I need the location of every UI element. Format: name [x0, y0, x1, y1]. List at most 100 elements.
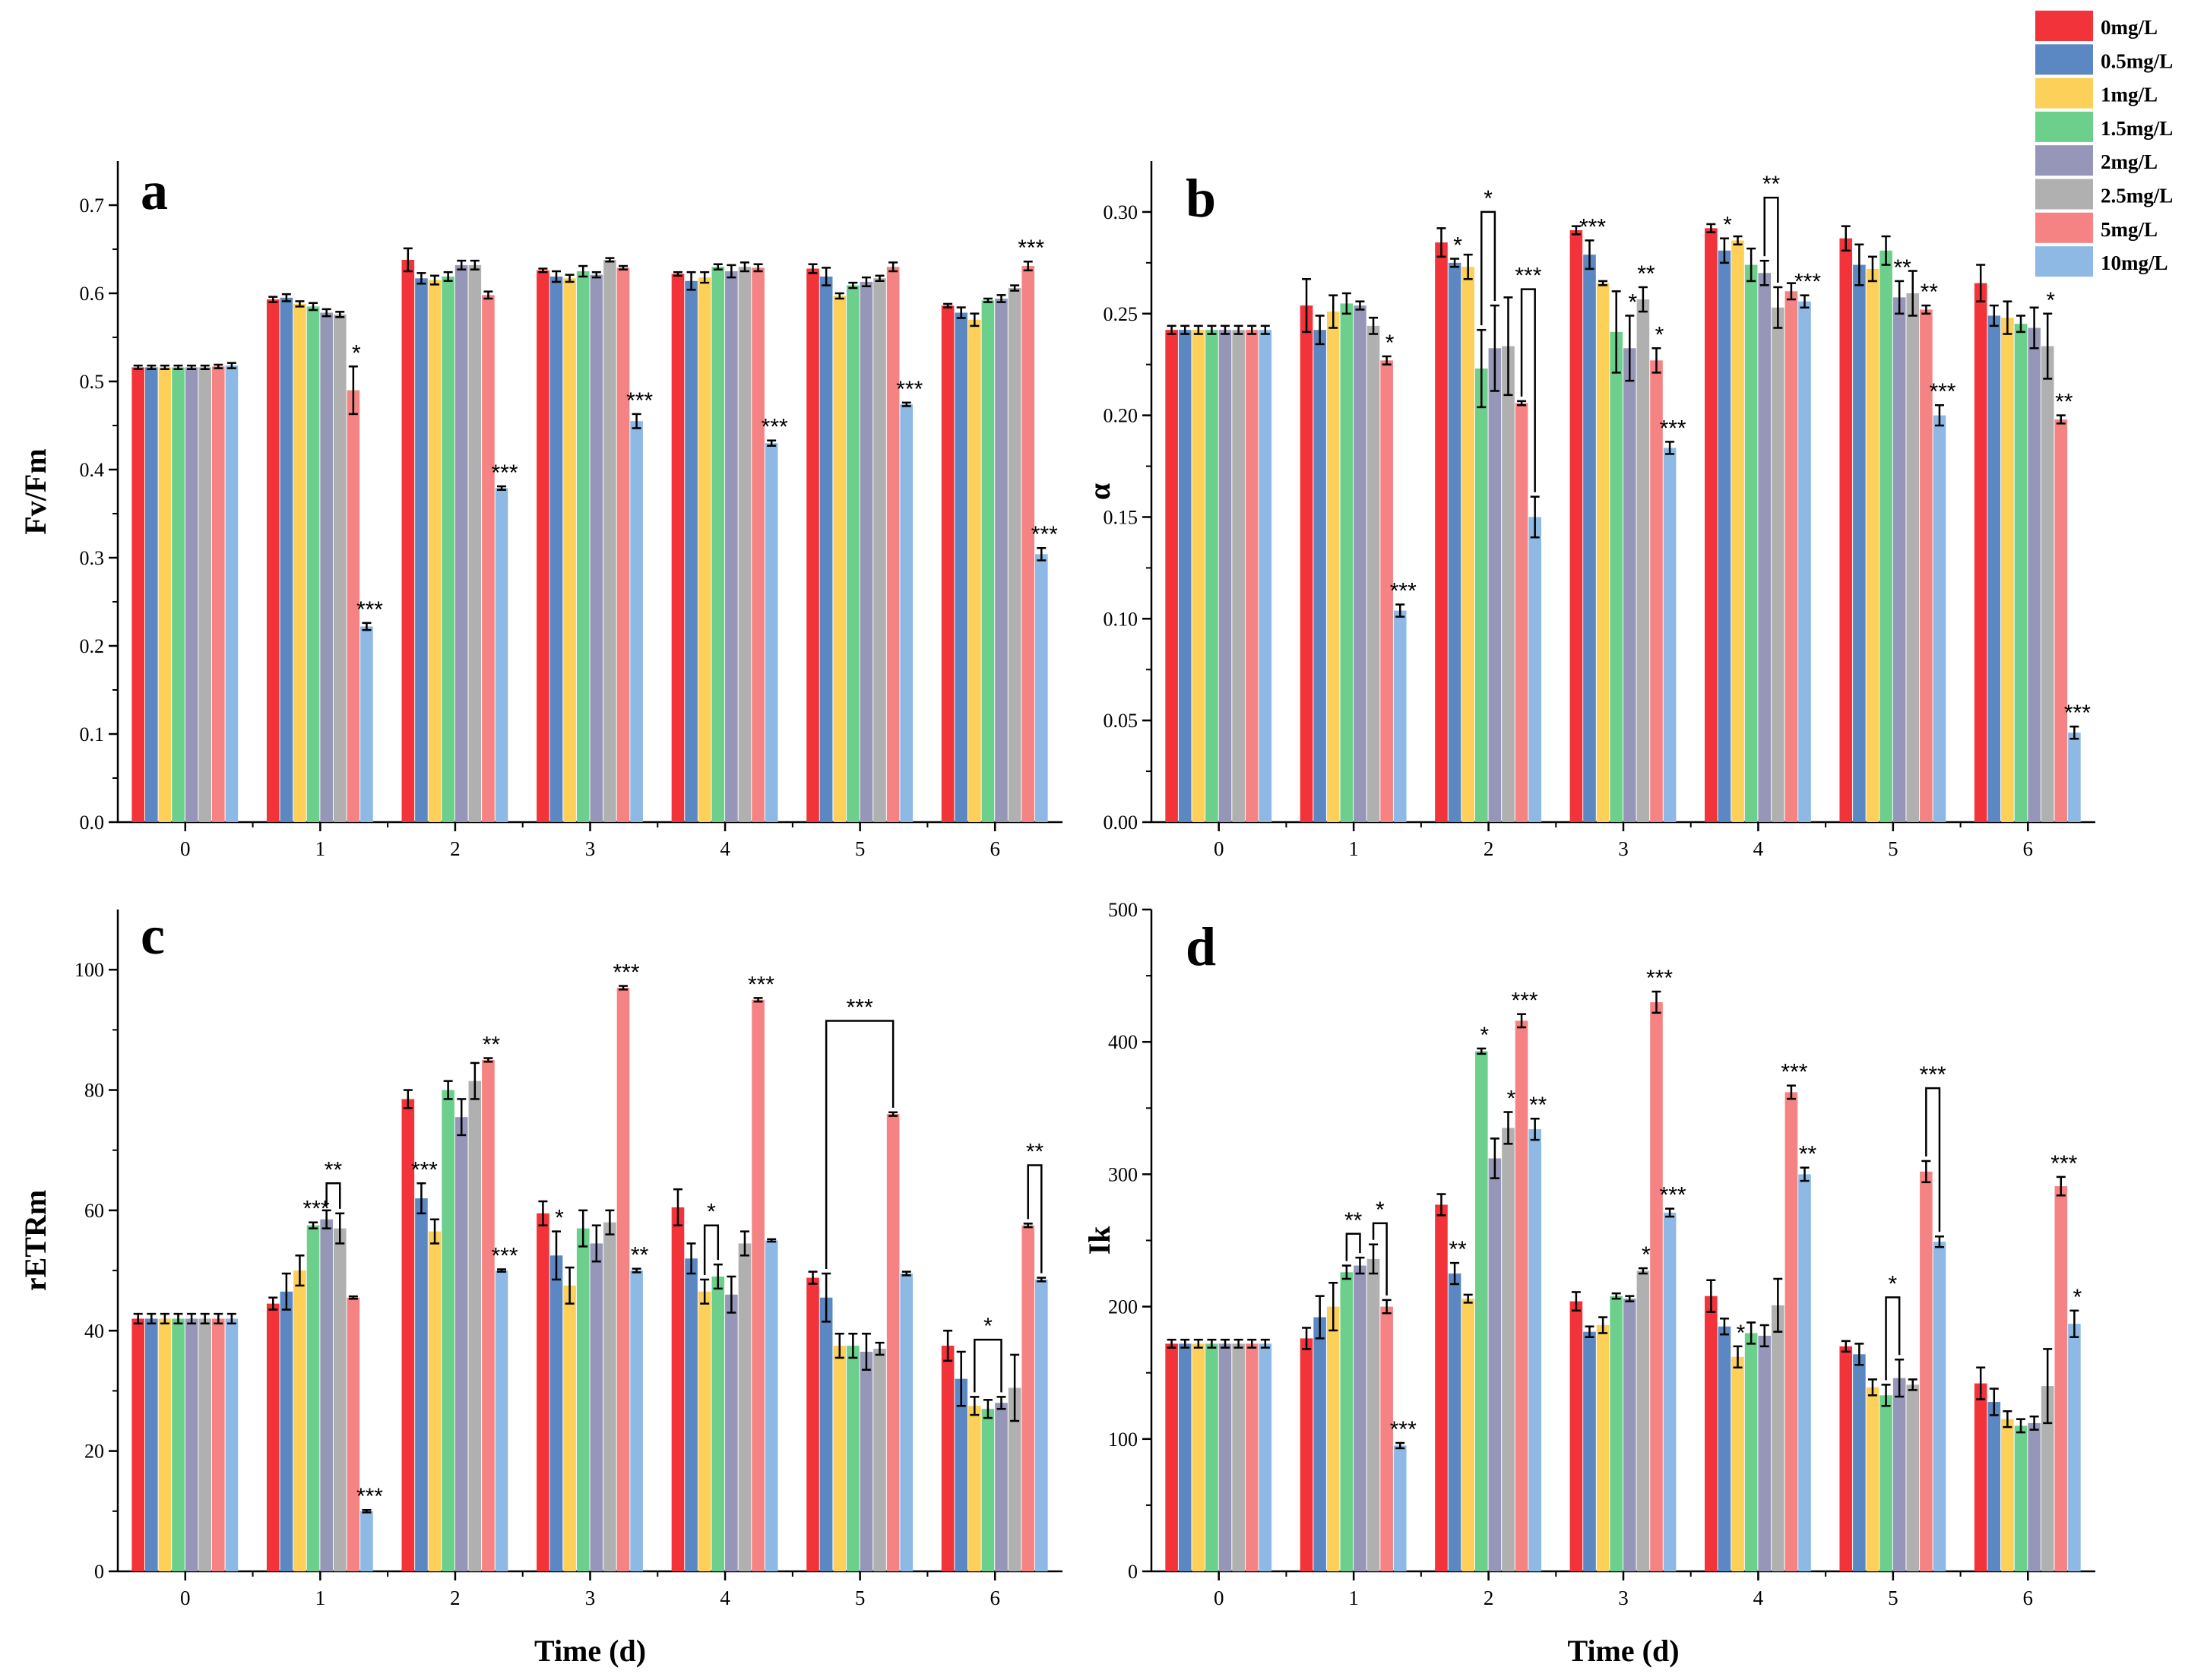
- bar: [1380, 360, 1393, 822]
- bar: [1340, 1272, 1354, 1571]
- bar: [1906, 293, 1920, 822]
- bar: [1502, 346, 1515, 823]
- bar: [833, 296, 847, 823]
- bar: [1784, 1092, 1798, 1571]
- bar: [616, 987, 630, 1571]
- bar: [590, 274, 603, 822]
- bar: [1366, 1258, 1380, 1571]
- legend-swatch: [2035, 212, 2093, 243]
- bar: [616, 267, 630, 822]
- bar: [306, 306, 320, 822]
- bracket-label: **: [1762, 172, 1781, 197]
- bar: [1663, 1212, 1677, 1571]
- bar: [1839, 238, 1853, 822]
- x-tick-label: 1: [315, 837, 326, 860]
- bar: [711, 1277, 725, 1571]
- bar: [1920, 309, 1933, 822]
- x-tick-label: 0: [1214, 837, 1224, 860]
- bar: [1718, 250, 1731, 822]
- bar: [211, 366, 225, 822]
- significance-label: *: [1655, 322, 1664, 347]
- x-tick-label: 2: [450, 837, 461, 860]
- significance-label: *: [1453, 233, 1462, 258]
- x-tick-label: 3: [1618, 1587, 1629, 1609]
- legend-swatch: [2035, 145, 2093, 176]
- legend-label: 10mg/L: [2101, 252, 2168, 274]
- significance-label: **: [1893, 255, 1911, 280]
- legend-swatch: [2035, 179, 2093, 210]
- bar: [1021, 266, 1035, 822]
- significance-bracket: [1885, 1296, 1901, 1381]
- bar: [1035, 1279, 1048, 1571]
- bar: [1259, 1343, 1272, 1571]
- bar: [225, 365, 239, 822]
- bar: [347, 390, 360, 822]
- bar: [482, 1059, 495, 1571]
- bar: [698, 1291, 711, 1571]
- bar: [886, 1114, 900, 1571]
- significance-label: **: [483, 1033, 501, 1058]
- bar: [306, 1225, 320, 1571]
- x-tick-label: 0: [180, 837, 191, 860]
- x-tick-label: 2: [1484, 837, 1494, 860]
- significance-label: ***: [1390, 1417, 1417, 1442]
- bar: [1300, 1338, 1313, 1571]
- bar: [280, 297, 293, 822]
- bar: [1933, 1242, 1946, 1571]
- significance-label: ***: [1579, 214, 1606, 239]
- bar: [1705, 1296, 1718, 1571]
- bar: [630, 421, 643, 822]
- bar: [1300, 305, 1313, 822]
- legend-label: 5mg/L: [2101, 218, 2158, 241]
- bar: [968, 319, 981, 822]
- bar: [1784, 291, 1798, 822]
- bar: [1192, 1343, 1205, 1571]
- bar: [1906, 1384, 1920, 1571]
- y-axis-title: rETRm: [18, 1190, 52, 1291]
- bar: [995, 1403, 1008, 1571]
- legend-swatch: [2035, 11, 2093, 41]
- bar: [685, 280, 698, 822]
- bar: [1259, 330, 1272, 823]
- bar: [1313, 1317, 1326, 1571]
- bar: [819, 1297, 833, 1571]
- bar: [900, 1273, 914, 1571]
- bar: [1569, 1301, 1583, 1571]
- x-tick-label: 5: [855, 1587, 866, 1609]
- significance-label: *: [1723, 213, 1732, 238]
- bar: [1974, 283, 1987, 823]
- significance-bracket: [1763, 196, 1779, 283]
- bar: [671, 274, 685, 823]
- bar: [172, 367, 185, 822]
- bracket-label: ***: [1920, 1062, 1946, 1087]
- y-tick-label: 0.00: [1104, 812, 1138, 834]
- bar: [293, 1270, 306, 1571]
- bar: [1758, 273, 1772, 822]
- bar: [1515, 1020, 1528, 1571]
- significance-label: ***: [303, 1197, 330, 1222]
- bar: [2054, 419, 2068, 822]
- x-tick-label: 5: [855, 837, 866, 860]
- y-tick-label: 0.30: [1104, 201, 1138, 223]
- significance-label: ***: [411, 1157, 438, 1182]
- bar: [1354, 1265, 1366, 1571]
- x-tick-label: 6: [990, 837, 1000, 860]
- x-tick-label: 1: [315, 1587, 326, 1609]
- significance-bracket: [1520, 288, 1536, 492]
- bar: [563, 278, 576, 822]
- significance-label: *: [2073, 1285, 2082, 1310]
- bar: [2041, 1386, 2054, 1571]
- y-tick-label: 200: [1108, 1296, 1138, 1318]
- bar: [1008, 288, 1021, 822]
- bar: [537, 270, 549, 823]
- bar: [1435, 242, 1448, 823]
- bar: [981, 300, 995, 822]
- legend: 0mg/L 0.5mg/L 1mg/L 1.5mg/L 2mg/L 2.5mg/L 5mg/…: [2035, 11, 2173, 277]
- x-tick-label: 0: [1214, 1587, 1224, 1609]
- bar: [738, 267, 752, 822]
- significance-label: **: [1799, 1142, 1817, 1167]
- significance-bracket: [1372, 1222, 1388, 1296]
- bar: [1178, 330, 1192, 823]
- x-tick-label: 1: [1348, 1587, 1359, 1609]
